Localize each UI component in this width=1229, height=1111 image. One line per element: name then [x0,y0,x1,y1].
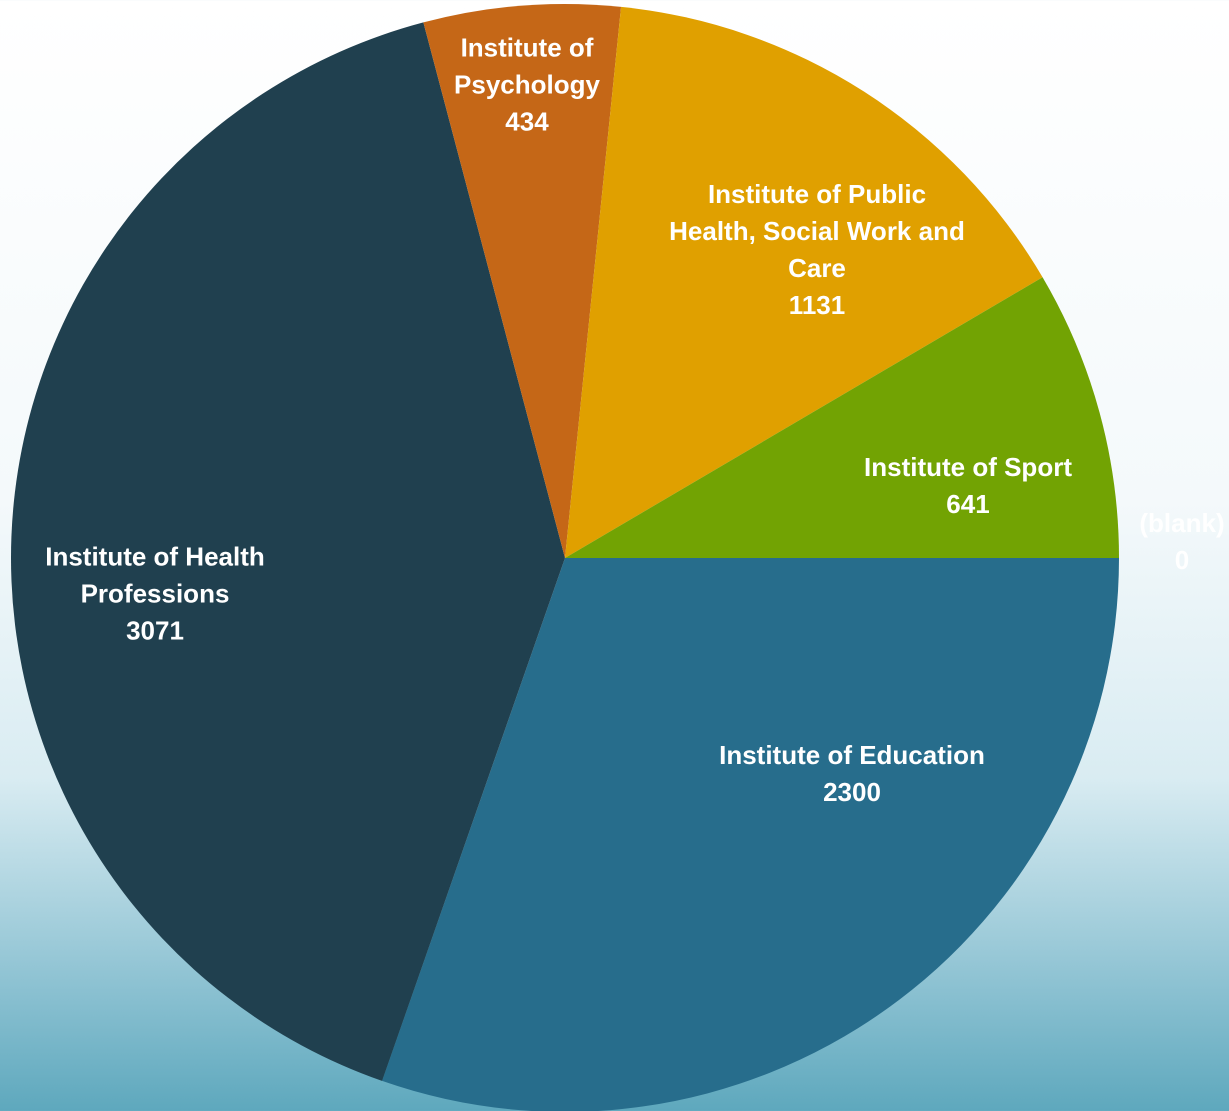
slice-label: (blank) 0 [1122,505,1229,579]
pie-slice [382,558,1119,1111]
value-label: 434 [505,106,549,137]
category-label: (blank) [1139,508,1225,538]
value-label: 0 [1174,545,1190,575]
slice-label: Institute of Health Professions 3071 [5,539,305,650]
category-label: Institute of Public Health, Social Work … [669,179,965,283]
pie-slice [423,3,622,558]
slice-label: Institute of Sport 641 [823,449,1113,523]
slice-label: Institute of Education 2300 [662,737,1042,811]
category-label: Institute of Health Professions [45,541,265,609]
category-label: Institute of Sport [864,452,1072,482]
slice-label: Institute of Public Health, Social Work … [667,176,967,324]
pie-slice [565,6,1043,558]
category-label: Institute of Psychology [454,32,600,100]
value-label: 3071 [126,615,184,646]
slice-label: Institute of Psychology 434 [427,30,627,141]
value-label: 641 [946,489,990,519]
category-label: Institute of Education [719,740,985,770]
pie-slice [10,22,565,1081]
value-label: 1131 [788,290,846,320]
value-label: 2300 [823,777,881,807]
pie-slice [565,277,1119,558]
